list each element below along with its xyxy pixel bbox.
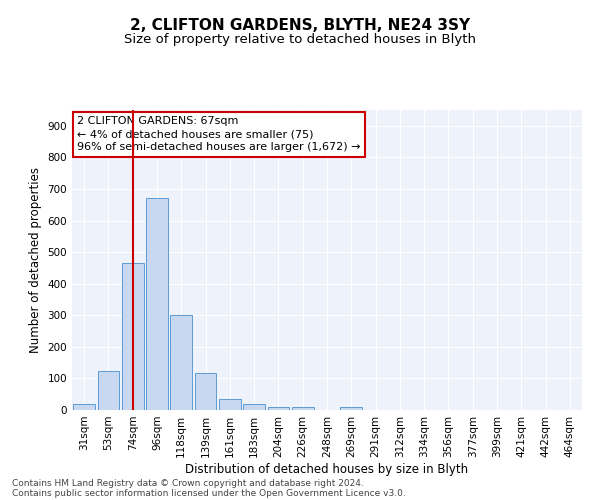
Bar [97,370,119,410]
Text: Size of property relative to detached houses in Blyth: Size of property relative to detached ho… [124,32,476,46]
Y-axis label: Number of detached properties: Number of detached properties [29,167,42,353]
Bar [340,407,362,410]
Bar [73,404,95,410]
Text: Contains HM Land Registry data © Crown copyright and database right 2024.: Contains HM Land Registry data © Crown c… [12,478,364,488]
Text: Contains public sector information licensed under the Open Government Licence v3: Contains public sector information licen… [12,488,406,498]
Text: 2 CLIFTON GARDENS: 67sqm
← 4% of detached houses are smaller (75)
96% of semi-de: 2 CLIFTON GARDENS: 67sqm ← 4% of detache… [77,116,361,152]
Bar [268,407,289,410]
Bar [243,404,265,410]
X-axis label: Distribution of detached houses by size in Blyth: Distribution of detached houses by size … [185,462,469,475]
Bar [122,263,143,410]
Bar [146,198,168,410]
Bar [194,372,217,410]
Text: 2, CLIFTON GARDENS, BLYTH, NE24 3SY: 2, CLIFTON GARDENS, BLYTH, NE24 3SY [130,18,470,32]
Bar [292,408,314,410]
Bar [170,314,192,410]
Bar [219,399,241,410]
